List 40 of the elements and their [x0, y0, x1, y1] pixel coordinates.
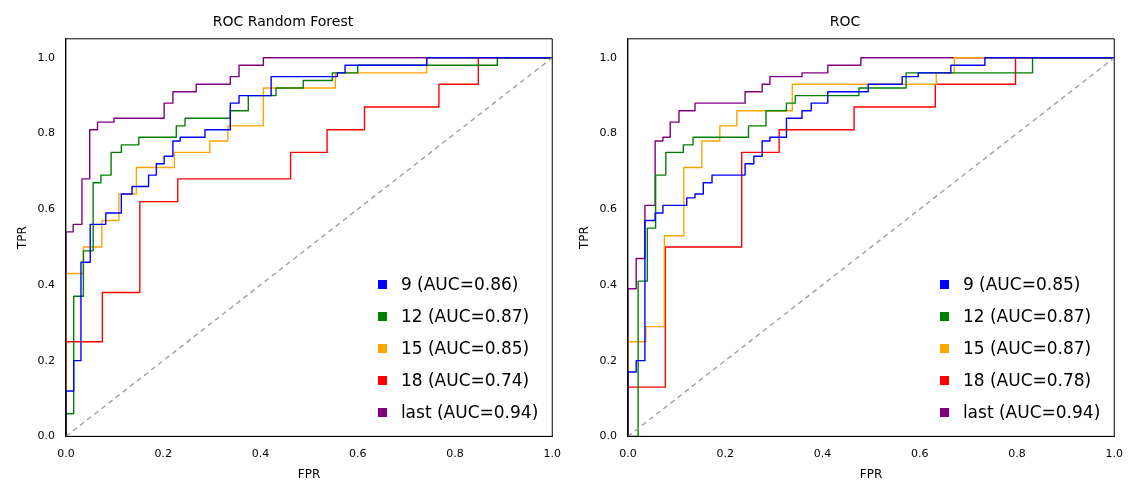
legend-label: 9 (AUC=0.85) — [962, 273, 1081, 297]
y-axis-title: TPR — [15, 226, 30, 251]
x-tick-label: 0.8 — [1008, 446, 1026, 460]
x-axis-title: FPR — [297, 466, 321, 481]
x-tick-label: 0.4 — [251, 446, 270, 460]
legend-label: last (AUC=0.94) — [400, 401, 539, 425]
x-tick-label: 0.4 — [813, 446, 832, 460]
y-tick-label: 0.2 — [37, 353, 55, 367]
y-tick-label: 0.2 — [599, 353, 617, 367]
x-tick-label: 0.8 — [446, 446, 464, 460]
legend-label: 15 (AUC=0.85) — [400, 337, 530, 361]
y-axis-title: TPR — [577, 226, 592, 251]
y-tick-label: 1.0 — [599, 50, 617, 64]
x-tick-label: 1.0 — [543, 446, 561, 460]
x-tick-label: 0.0 — [619, 446, 637, 460]
y-tick-label: 0.0 — [599, 429, 617, 443]
y-tick-label: 0.4 — [599, 277, 617, 291]
legend-label: last (AUC=0.94) — [962, 401, 1101, 425]
legend-label: 15 (AUC=0.87) — [962, 337, 1092, 361]
y-tick-label: 0.6 — [599, 202, 617, 216]
legend-label: 18 (AUC=0.78) — [962, 369, 1092, 393]
y-tick-label: 0.6 — [37, 202, 55, 216]
x-tick-label: 1.0 — [1105, 446, 1123, 460]
y-tick-label: 0.4 — [37, 277, 55, 291]
y-tick-label: 0.8 — [37, 126, 55, 140]
x-tick-label: 0.6 — [910, 446, 929, 460]
legend-label: 18 (AUC=0.74) — [400, 369, 530, 393]
x-tick-label: 0.2 — [716, 446, 734, 460]
x-tick-label: 0.2 — [154, 446, 172, 460]
y-tick-label: 0.8 — [599, 126, 617, 140]
x-tick-label: 0.6 — [348, 446, 367, 460]
legend-label: 12 (AUC=0.87) — [400, 305, 530, 329]
legend-label: 12 (AUC=0.87) — [962, 305, 1092, 329]
x-tick-label: 0.0 — [57, 446, 75, 460]
legend-label: 9 (AUC=0.86) — [400, 273, 519, 297]
y-tick-label: 1.0 — [37, 50, 55, 64]
chart-title: ROC Random Forest — [212, 13, 354, 30]
y-tick-label: 0.0 — [37, 429, 55, 443]
chart-title: ROC — [829, 13, 861, 30]
x-axis-title: FPR — [859, 466, 883, 481]
